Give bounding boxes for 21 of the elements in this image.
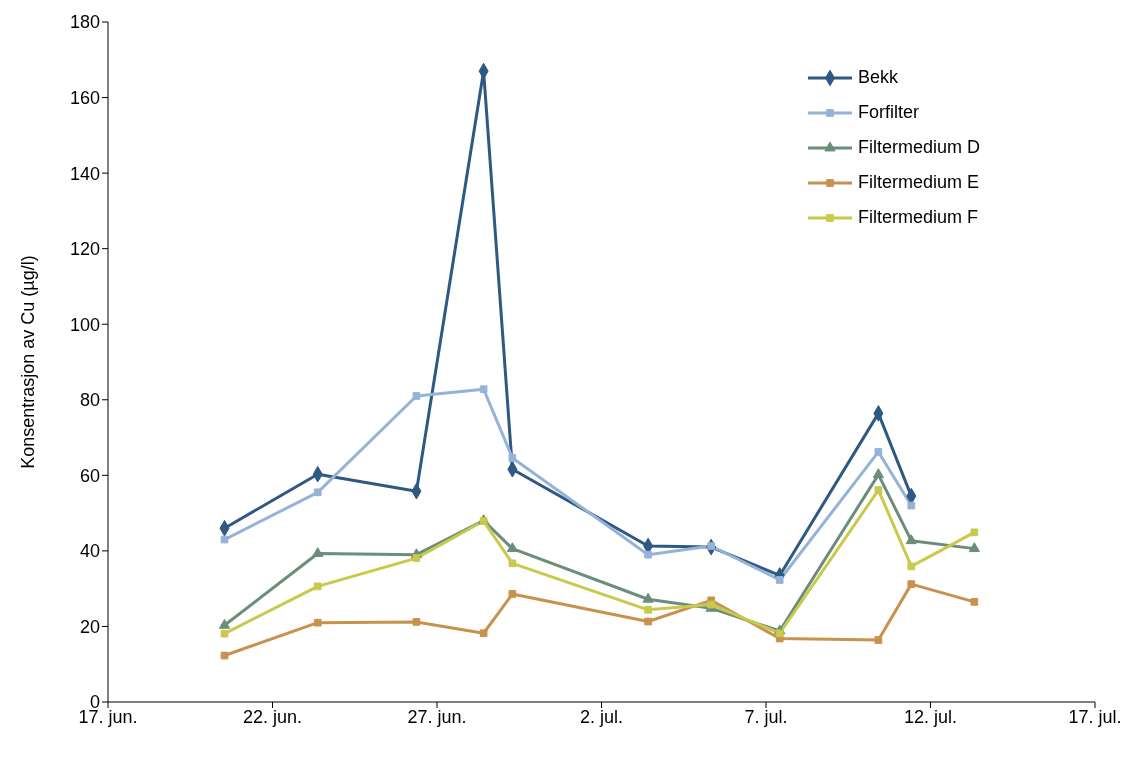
legend-label: Filtermedium D [858,137,981,158]
y-tick-label: 60 [79,465,100,486]
y-tick-label: 180 [69,12,100,33]
y-tick-label: 160 [69,87,100,108]
y-tick-label: 100 [69,314,100,335]
x-tick-label: 2. jul. [579,706,624,727]
x-tick-label: 7. jul. [744,706,788,727]
y-tick-label: 140 [69,163,100,184]
y-tick-label: 80 [79,390,100,411]
y-tick-label: 20 [79,616,100,637]
legend-label: Filtermedium F [858,207,979,228]
legend-label: Bekk [858,67,899,88]
x-tick-label: 12. jul. [903,706,958,727]
y-axis-title: Konsentrasjon av Cu (µg/l) [18,255,39,469]
x-tick-label: 22. jun. [242,706,303,727]
legend-label: Forfilter [858,102,920,123]
y-tick-label: 120 [69,239,100,260]
x-tick-label: 27. jun. [407,706,467,727]
x-tick-label: 17. jul. [1068,706,1122,727]
y-tick-label: 40 [79,541,100,562]
legend-label: Filtermedium E [858,172,980,193]
